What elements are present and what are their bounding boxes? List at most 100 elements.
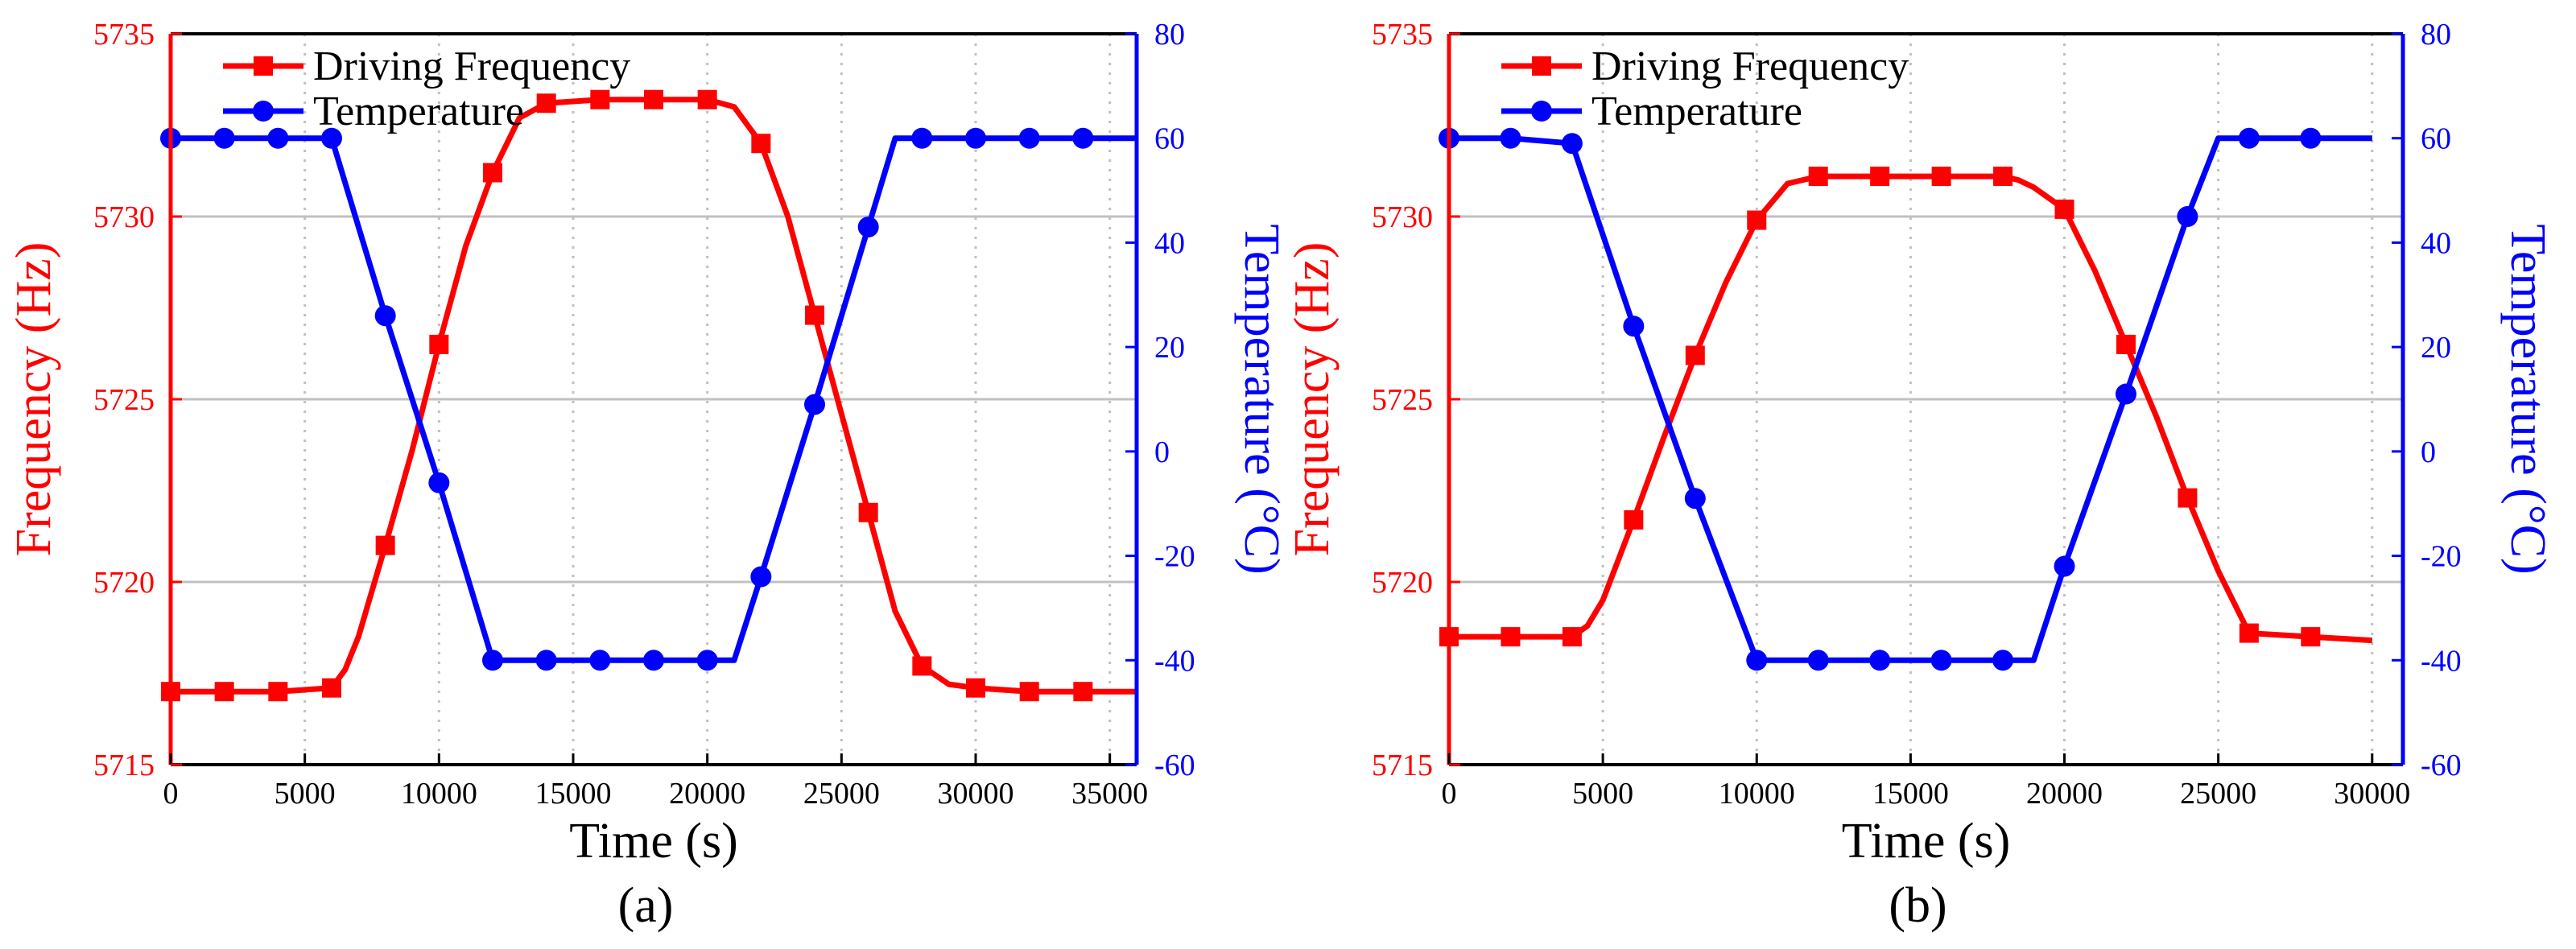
data-point-square: [2178, 488, 2198, 508]
series-driving-frequency: [161, 89, 1137, 702]
y-tick-label-left: 5725: [1372, 383, 1433, 417]
y-tick-label-left: 5735: [93, 18, 155, 52]
data-point-circle: [1992, 650, 2014, 671]
data-point-circle: [2177, 206, 2198, 227]
data-point-square: [751, 134, 771, 154]
data-point-circle: [1623, 316, 1645, 337]
y-tick-label-left: 5730: [93, 200, 155, 234]
x-tick-label: 20000: [669, 777, 745, 811]
x-tick-label: 25000: [2180, 777, 2256, 811]
data-point-square: [805, 305, 824, 325]
data-point-square: [268, 682, 288, 702]
y-tick-label-left: 5735: [1372, 18, 1433, 52]
data-point-circle: [589, 650, 611, 671]
data-point-circle: [213, 127, 235, 149]
x-axis-title: Time (s): [569, 814, 738, 869]
chart-panel-b: 0 5000 10000 15000 20000 25000 30000 5715 5720 57…: [1285, 18, 2555, 933]
y-tick-label-right: -60: [1154, 749, 1195, 782]
data-point-square: [2301, 627, 2321, 647]
x-tick-label: 15000: [1872, 777, 1949, 811]
y-tick-label-right: 60: [2421, 122, 2451, 156]
y-tick-label-right: 80: [1154, 18, 1185, 52]
y-tick-label-left: 5720: [1372, 566, 1433, 600]
data-point-circle: [2238, 127, 2260, 149]
data-point-circle: [911, 127, 933, 149]
legend-label: Driving Frequency: [1591, 43, 1909, 89]
data-point-square: [644, 89, 663, 109]
x-tick-label: 30000: [938, 777, 1014, 811]
y-tick-label-left: 5715: [93, 749, 155, 782]
data-point-square: [590, 89, 610, 109]
data-point-circle: [1072, 127, 1094, 149]
y-axis-title-right: Temperature (°C): [2500, 224, 2555, 574]
y-tick-label-left: 5730: [1372, 200, 1433, 234]
data-point-circle: [1869, 650, 1891, 671]
data-point-square: [214, 682, 234, 702]
data-point-circle: [535, 650, 557, 671]
series-line: [1449, 173, 2373, 644]
x-tick-label: 5000: [275, 777, 336, 811]
x-tick-label: 5000: [1572, 777, 1633, 811]
data-point-circle: [482, 650, 503, 671]
y-tick-label-left: 5715: [1372, 749, 1433, 782]
y-tick-label-right: 20: [1154, 331, 1185, 365]
data-point-square: [2239, 623, 2259, 643]
data-point-circle: [1807, 650, 1829, 671]
y-tick-label-right: 40: [2421, 226, 2451, 260]
x-tick-label: 10000: [401, 777, 477, 811]
data-point-circle: [857, 216, 879, 237]
y-tick-label-right: -40: [1154, 644, 1195, 678]
y-axis-title-left: Frequency (Hz): [1285, 242, 1340, 557]
legend-marker-circle: [1531, 101, 1552, 122]
y-axis-title-left: Frequency (Hz): [6, 242, 61, 557]
data-point-square: [1073, 682, 1093, 702]
data-point-circle: [1500, 127, 1521, 149]
data-point-square: [2054, 199, 2074, 219]
y-tick-label-right: -60: [2421, 749, 2462, 782]
data-point-square: [1562, 627, 1582, 647]
y-tick-label-left: 5720: [93, 566, 155, 600]
y-tick-label-right: 60: [1154, 122, 1185, 156]
data-point-square: [697, 89, 717, 109]
data-point-square: [536, 93, 556, 113]
data-point-square: [2116, 334, 2136, 354]
chart-panel-a: 0 5000 10000 15000 20000 25000 30000 35000 5715 5…: [6, 18, 1289, 933]
data-point-square: [912, 656, 932, 676]
x-tick-label: 10000: [1719, 777, 1795, 811]
x-tick-label: 0: [163, 777, 179, 811]
x-axis-title: Time (s): [1842, 814, 2011, 869]
y-tick-label-right: -20: [2421, 540, 2462, 574]
x-tick-label: 20000: [2026, 777, 2103, 811]
data-point-circle: [1684, 488, 1706, 510]
y-axis-title-right: Temperature (°C): [1234, 224, 1289, 574]
legend-marker-square: [254, 56, 273, 76]
data-point-circle: [2300, 127, 2322, 149]
data-point-circle: [965, 127, 986, 149]
y-tick-label-right: -20: [1154, 540, 1195, 574]
data-point-circle: [2054, 555, 2075, 577]
data-point-circle: [374, 305, 396, 327]
data-point-circle: [750, 566, 772, 588]
y-tick-label-right: 0: [2421, 435, 2436, 469]
y-tick-label-right: 40: [1154, 226, 1185, 260]
data-point-square: [1747, 210, 1767, 230]
data-point-circle: [321, 127, 342, 149]
legend-marker-square: [1532, 56, 1551, 76]
series-temperature: [1439, 127, 2372, 671]
data-point-square: [1993, 167, 2013, 187]
legend-label: Temperature: [1591, 89, 1802, 134]
panel-label: (b): [1889, 878, 1946, 933]
y-tick-label-right: -40: [2421, 644, 2462, 678]
data-point-square: [1808, 167, 1828, 187]
legend-label: Driving Frequency: [313, 43, 630, 89]
data-point-square: [966, 678, 985, 698]
data-point-square: [429, 334, 449, 354]
data-point-circle: [1930, 650, 1952, 671]
x-tick-label: 30000: [2334, 777, 2410, 811]
data-point-circle: [804, 394, 825, 415]
x-tick-label: 15000: [535, 777, 612, 811]
data-point-circle: [428, 472, 450, 493]
